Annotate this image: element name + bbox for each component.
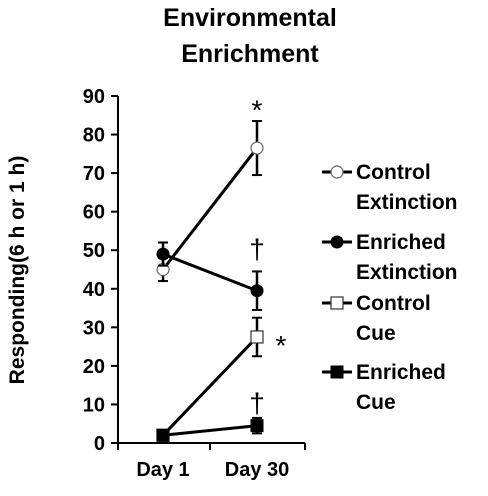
x-tick-label: Day 1 <box>136 459 189 481</box>
data-point <box>250 330 264 344</box>
data-point <box>250 284 264 298</box>
data-point <box>250 141 264 155</box>
series-line <box>161 147 259 271</box>
legend-marker <box>330 235 344 249</box>
data-point <box>250 419 264 433</box>
annotations: * † * † <box>249 95 286 419</box>
legend-label: Extinction <box>356 191 458 214</box>
y-tick-label: 0 <box>94 433 105 455</box>
series-3 <box>156 316 264 442</box>
legend-marker <box>330 165 344 179</box>
significance-marker: * <box>276 330 287 361</box>
legend-item-2: Enriched Extinction <box>322 231 458 284</box>
significance-marker: * <box>252 95 263 126</box>
legend-item-1: Control Extinction <box>322 161 458 214</box>
series-line <box>162 252 258 293</box>
y-tick-label: 70 <box>83 163 105 185</box>
chart-title: Environmental Enrichment <box>163 4 337 68</box>
y-tick-label: 40 <box>83 279 105 301</box>
series-line <box>162 424 258 437</box>
legend: ControlExtinctionEnrichedExtinctionContr… <box>322 161 458 414</box>
y-tick-label: 30 <box>83 317 105 339</box>
data-point <box>156 428 170 442</box>
y-axis-ticks: 0 10 20 30 40 50 60 70 80 90 <box>83 86 118 455</box>
legend-marker <box>330 365 344 379</box>
legend-item-4: Enriched Cue <box>322 361 446 414</box>
significance-marker: † <box>249 233 265 264</box>
series-line <box>161 335 259 437</box>
legend-label: Control <box>356 292 431 315</box>
chart-title-line-1: Environmental <box>163 4 337 32</box>
legend-label: Cue <box>356 391 396 414</box>
y-tick-label: 80 <box>83 125 105 147</box>
legend-item-3: Control Cue <box>322 292 431 345</box>
data-point <box>156 247 170 261</box>
chart-title-line-2: Enrichment <box>181 40 319 68</box>
x-axis-ticks: Day 1 Day 30 <box>117 443 306 481</box>
series-4 <box>156 416 264 442</box>
series-2 <box>156 241 264 311</box>
series-layer <box>156 120 264 442</box>
y-tick-label: 60 <box>83 202 105 224</box>
legend-label: Control <box>356 161 431 184</box>
legend-label: Enriched <box>356 231 446 254</box>
x-tick-label: Day 30 <box>225 459 290 481</box>
y-tick-label: 10 <box>83 394 105 416</box>
y-tick-label: 20 <box>83 356 105 378</box>
y-tick-label: 50 <box>83 240 105 262</box>
legend-label: Enriched <box>356 361 446 384</box>
legend-label: Extinction <box>356 261 458 284</box>
legend-marker <box>330 296 344 310</box>
y-tick-label: 90 <box>83 86 105 108</box>
axes <box>117 96 305 444</box>
y-axis-label: Responding(6 h or 1 h) <box>6 156 29 385</box>
significance-marker: † <box>249 388 265 419</box>
legend-label: Cue <box>356 322 396 345</box>
